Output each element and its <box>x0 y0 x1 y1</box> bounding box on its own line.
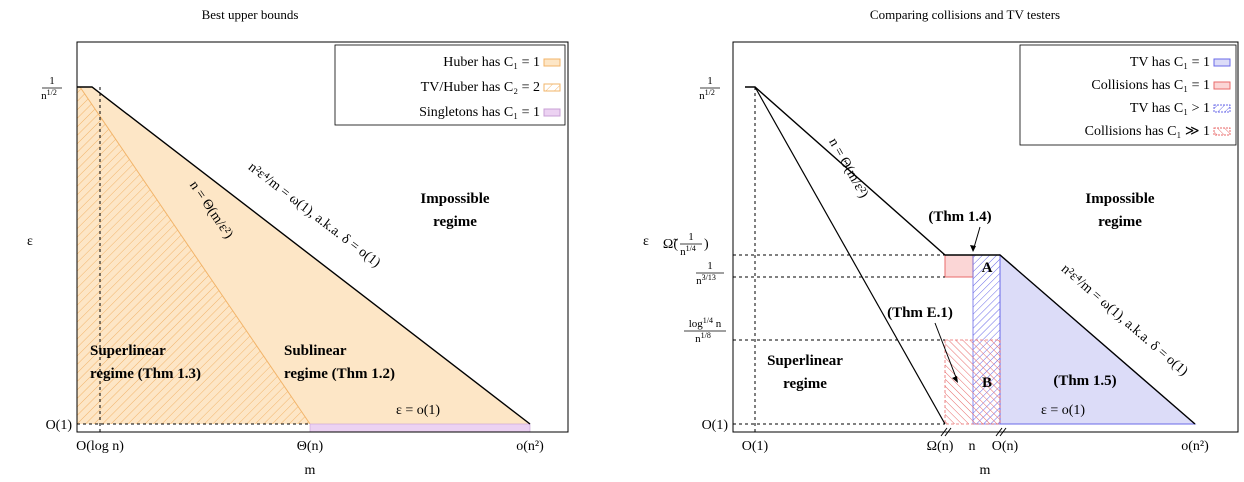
arrow-head <box>970 245 976 252</box>
y-tick-num: 1 <box>707 75 713 87</box>
singletons-region <box>309 423 531 433</box>
title: Comparing collisions and TV testers <box>870 7 1060 22</box>
y-tick-den: n1/8 <box>695 331 711 345</box>
den: n <box>41 90 47 102</box>
x-tick: Θ(n) <box>297 439 324 454</box>
region-label: (Thm 1.4) <box>928 209 991 225</box>
x-tick: Ω(n) <box>927 439 954 454</box>
x-tick: o(n²) <box>1181 439 1209 454</box>
region-label: Impossible <box>1085 191 1155 207</box>
legend-swatch <box>543 83 561 92</box>
legend-swatch <box>543 108 561 117</box>
x-tick: o(n²) <box>516 439 544 454</box>
region-label: ε = o(1) <box>396 403 440 418</box>
legend-swatch <box>1213 127 1231 136</box>
region-label: Sublinear <box>284 343 347 359</box>
region-label: regime (Thm 1.3) <box>90 366 201 382</box>
collisions-region <box>944 254 974 278</box>
legend-swatch <box>1213 58 1231 67</box>
sup: 1/2 <box>47 88 57 97</box>
legend-entry: Huber has C₁ = 1 <box>443 55 540 70</box>
y-tick-den: n1/2 <box>699 88 715 102</box>
y-tick-den: n1/4 <box>680 244 696 258</box>
frame <box>76 41 569 433</box>
y-tick-den: n3/13 <box>696 273 716 287</box>
legend-entry: Singletons has C₁ = 1 <box>419 105 540 120</box>
x-tick: O(log n) <box>76 439 124 454</box>
region-label: (Thm E.1) <box>887 305 953 321</box>
legend-swatch <box>1213 104 1231 113</box>
legend-entry: TV has C₁ > 1 <box>1130 101 1210 116</box>
legend-swatch <box>1213 81 1231 90</box>
y-tick: O(1) <box>702 418 729 433</box>
legend-entry: Collisions has C₁ ≫ 1 <box>1085 124 1210 139</box>
x-axis-label: m <box>305 463 316 477</box>
y-tick-den: n1/2 <box>41 88 57 102</box>
region-label: regime <box>433 214 477 230</box>
region-label: Superlinear <box>90 343 166 359</box>
title: Best upper bounds <box>202 7 299 22</box>
sup: 1/8 <box>701 331 711 340</box>
y-tick-num: log1/4 n <box>689 316 722 330</box>
y-tick-num: 1 <box>49 75 55 87</box>
legend-entry: TV has C₁ = 1 <box>1130 55 1210 70</box>
y-tick-num: 1 <box>688 231 694 243</box>
den: n <box>696 275 702 287</box>
y-tick-prefix: Ω̃( <box>663 237 678 252</box>
region-label: regime <box>1098 214 1142 230</box>
region-label: Superlinear <box>767 353 843 369</box>
right-panel: Comparing collisions and TV testers 1 n1… <box>643 7 1239 478</box>
left-panel: Best upper bounds 1 n1/2 O(1) ε O(log n)… <box>27 7 569 478</box>
region-label: (Thm 1.5) <box>1053 373 1116 389</box>
x-tick: O(1) <box>742 439 769 454</box>
sup: 1/2 <box>705 88 715 97</box>
num-tail: n <box>713 318 722 330</box>
sup: 3/13 <box>702 273 716 282</box>
region-label: regime <box>783 376 827 392</box>
legend-entry: Collisions has C₁ = 1 <box>1091 78 1210 93</box>
y-axis-label: ε <box>643 234 649 249</box>
legend <box>1019 44 1237 146</box>
x-axis-label: m <box>980 463 991 477</box>
y-tick-num: 1 <box>707 260 713 272</box>
legend-entry: TV/Huber has C₂ = 2 <box>421 80 540 95</box>
den: n <box>695 333 701 345</box>
legend-swatch <box>543 58 561 67</box>
legend <box>334 44 566 126</box>
y-axis-label: ε <box>27 234 33 249</box>
region-label: A <box>982 260 993 276</box>
arrow <box>934 322 958 381</box>
num: log <box>689 318 704 330</box>
frame <box>732 41 1239 433</box>
x-tick: O(n) <box>992 439 1019 454</box>
boundary-line <box>77 86 531 425</box>
region-label: Impossible <box>420 191 490 207</box>
y-tick: O(1) <box>46 418 73 433</box>
collisions-hatched-region <box>944 339 1001 425</box>
axis-break <box>995 427 1007 437</box>
den: n <box>680 246 686 258</box>
region-label: regime (Thm 1.2) <box>284 366 395 382</box>
arrow-head <box>952 376 958 383</box>
threshold-label: n = Θ(m/ε²) <box>825 136 871 201</box>
y-tick-suffix: ) <box>704 237 709 252</box>
region-label: B <box>982 375 992 391</box>
tv-huber-region <box>77 87 310 424</box>
threshold-line <box>79 86 311 425</box>
sup: 1/4 <box>686 244 696 253</box>
sup: 1/4 <box>703 316 713 325</box>
x-tick: n <box>969 439 976 454</box>
den: n <box>699 90 705 102</box>
region-label: ε = o(1) <box>1041 403 1085 418</box>
axis-break <box>940 427 952 437</box>
